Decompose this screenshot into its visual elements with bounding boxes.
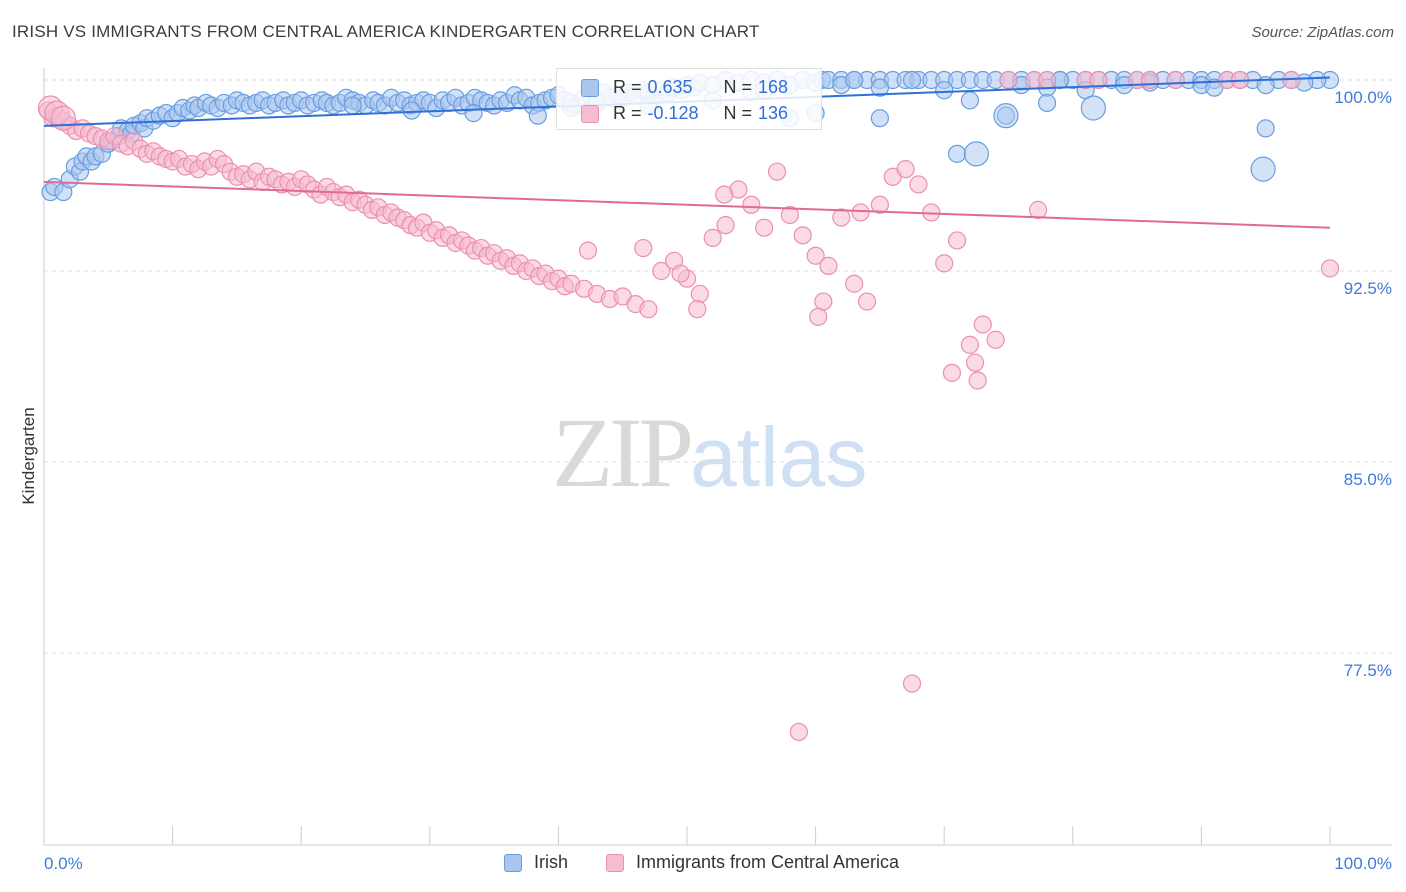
central-point (870, 195, 890, 214)
central-point (715, 185, 734, 204)
central-point (809, 307, 828, 326)
stats-row-central: R = -0.128 N = 136 (581, 103, 788, 124)
legend-irish[interactable]: Irish (504, 852, 568, 873)
irish-point (935, 81, 954, 100)
central-swatch (581, 104, 599, 123)
central-point (703, 228, 722, 247)
central-point-large (50, 105, 76, 131)
central-point (947, 231, 967, 250)
central-point (1166, 70, 1185, 90)
central-point (767, 162, 787, 181)
central-point (1320, 259, 1340, 278)
central-point (793, 226, 812, 245)
central-point (896, 160, 915, 179)
irish-point (870, 109, 890, 128)
central-point (909, 175, 928, 194)
central-point (973, 315, 992, 334)
irish-swatch (581, 78, 599, 97)
central-point (1140, 70, 1160, 90)
irish-r-label: R = (613, 77, 642, 97)
central-r-label: R = (613, 103, 642, 123)
watermark-atlas: atlas (690, 410, 868, 504)
chart-title: IRISH VS IMMIGRANTS FROM CENTRAL AMERICA… (12, 22, 760, 41)
central-point (789, 722, 808, 742)
irish-point (1256, 119, 1275, 138)
irish-n-label: N = (723, 77, 753, 97)
irish-point (960, 91, 980, 110)
central-point (857, 292, 877, 311)
central-n-value: 136 (758, 103, 789, 123)
irish-point (902, 70, 922, 90)
irish-r-value: 0.635 (647, 77, 693, 97)
central-point (935, 254, 954, 273)
y-tick-label: 77.5% (1344, 661, 1392, 680)
x-tick-label: 0.0% (44, 854, 83, 873)
irish-n-value: 168 (758, 77, 789, 97)
central-n-label: N = (723, 103, 753, 123)
central-point (942, 363, 962, 382)
central-trend-line (43, 180, 1331, 229)
central-point (688, 300, 707, 319)
stats-legend-box: R = 0.635 N = 168 R = -0.128 N = 136 (556, 68, 822, 130)
central-point (634, 238, 653, 258)
irish-point (1037, 93, 1057, 113)
central-point (652, 261, 671, 281)
watermark: ZIPatlas (552, 395, 867, 510)
y-tick-label: 100.0% (1334, 88, 1392, 107)
central-point (1037, 70, 1057, 90)
central-point (1028, 200, 1048, 219)
irish-point-large (963, 141, 989, 167)
central-point (716, 216, 735, 235)
central-point (671, 264, 690, 283)
central-point (851, 203, 870, 222)
stats-row-irish: R = 0.635 N = 168 (581, 77, 788, 98)
irish-point (464, 104, 483, 123)
central-point (999, 70, 1018, 90)
irish-point (870, 78, 890, 97)
y-tick-label: 92.5% (1344, 279, 1392, 298)
central-point (814, 292, 833, 311)
central-point (690, 284, 709, 304)
central-point (902, 674, 922, 693)
central-point (578, 241, 598, 260)
y-axis-label: Kindergarten (19, 407, 38, 504)
central-point (1089, 70, 1108, 90)
legend-irish-label: Irish (534, 852, 569, 872)
legend-central[interactable]: Immigrants from Central America (606, 852, 899, 873)
watermark-zip: ZIP (552, 397, 694, 508)
central-point (965, 353, 985, 372)
x-tick-label: 100.0% (1334, 854, 1392, 873)
irish-point (402, 101, 421, 120)
y-tick-label: 85.0% (1344, 470, 1392, 489)
central-r-value: -0.128 (647, 103, 699, 123)
central-point (755, 218, 774, 237)
irish-point (947, 144, 967, 163)
central-point (986, 330, 1005, 349)
central-point (968, 371, 987, 390)
central-point (639, 300, 658, 319)
central-point (845, 274, 864, 293)
legend-central-label: Immigrants from Central America (636, 852, 900, 872)
central-point (780, 205, 799, 225)
irish-point-large (1080, 95, 1106, 121)
legend-irish-swatch (504, 853, 522, 872)
irish-point-large (993, 103, 1019, 129)
central-point (819, 256, 838, 276)
central-point (960, 335, 980, 354)
legend-central-swatch (606, 853, 624, 872)
irish-point-large (1250, 156, 1276, 182)
irish-point (845, 70, 864, 90)
irish-point (528, 106, 547, 125)
central-point (742, 195, 761, 214)
source-label: Source: ZipAtlas.com (1251, 24, 1394, 41)
central-point (832, 208, 851, 227)
irish-point (343, 96, 362, 115)
central-point (806, 246, 825, 265)
